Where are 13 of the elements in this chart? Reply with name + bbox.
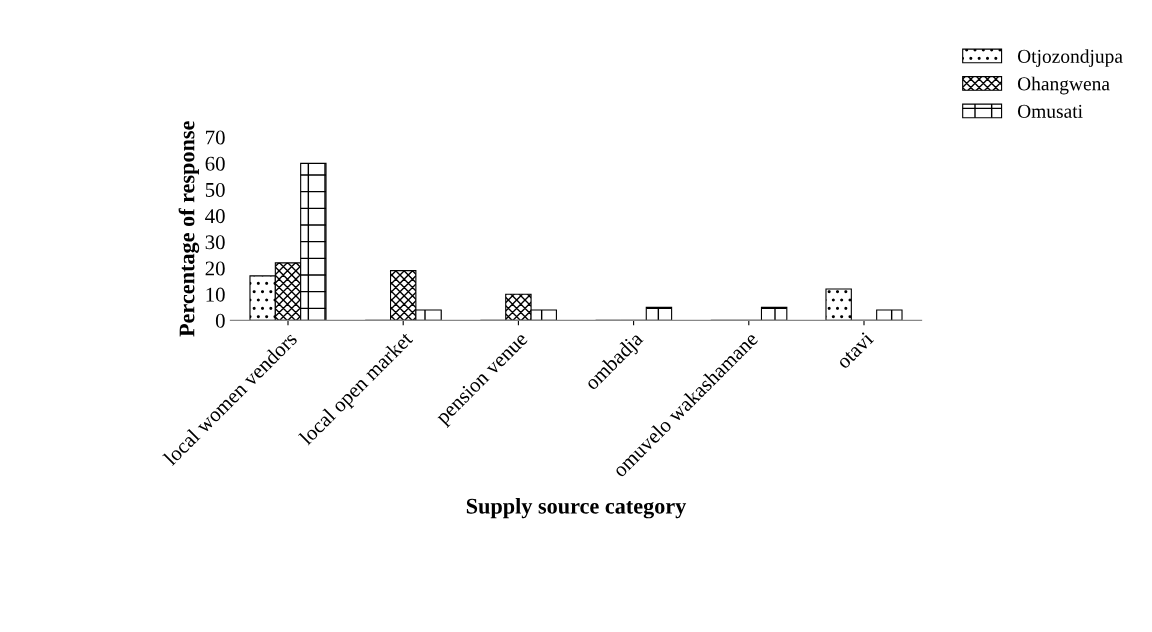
y-tick-label: 30 bbox=[205, 235, 225, 250]
y-tick-label: 70 bbox=[206, 130, 225, 145]
legend-label: Omusati bbox=[1017, 104, 1083, 118]
y-tick-label: 60 bbox=[205, 156, 225, 171]
y-tick-label: 40 bbox=[205, 209, 225, 224]
x-axis-title: Supply source category bbox=[466, 498, 687, 519]
y-tick-label: 0 bbox=[215, 313, 225, 328]
y-axis-title: Percentage of response bbox=[178, 121, 200, 337]
y-tick-label: 50 bbox=[205, 182, 225, 197]
y-tick-label: 20 bbox=[205, 261, 225, 276]
legend-label: Ohangwena bbox=[1017, 76, 1110, 95]
legend-label: Otjozondjupa bbox=[1017, 49, 1123, 67]
y-tick-label: 10 bbox=[206, 287, 225, 302]
